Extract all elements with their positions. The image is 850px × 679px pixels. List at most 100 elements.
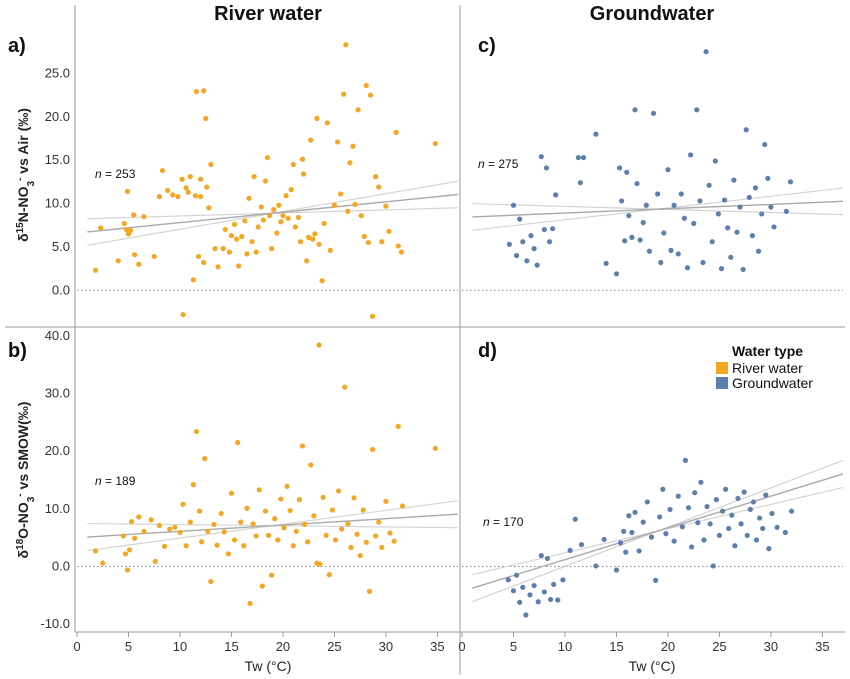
data-point <box>555 597 561 603</box>
data-point <box>175 193 181 200</box>
data-point <box>432 445 438 451</box>
x-axis-title-left: Tw (°C) <box>245 658 292 674</box>
data-point <box>292 224 298 230</box>
data-point <box>148 517 154 523</box>
x-tick-label: 0 <box>73 639 80 654</box>
data-point <box>288 187 294 193</box>
data-point <box>301 521 308 528</box>
data-point <box>704 503 710 510</box>
data-point <box>220 246 226 252</box>
data-point <box>355 107 361 113</box>
sample-size-annotation: n = 253 <box>95 167 136 181</box>
data-point <box>348 544 354 551</box>
data-point <box>679 524 685 530</box>
x-tick-label: 30 <box>764 639 778 654</box>
data-point <box>354 531 360 537</box>
data-point <box>684 265 691 271</box>
data-point <box>619 198 625 204</box>
data-point <box>715 211 722 217</box>
trend-line <box>87 513 459 538</box>
data-point <box>202 456 208 462</box>
data-point <box>710 563 716 569</box>
data-point <box>141 528 147 534</box>
data-point <box>123 226 130 233</box>
data-point <box>197 176 204 182</box>
data-point <box>311 513 317 519</box>
data-point <box>321 220 327 227</box>
data-point <box>120 533 126 539</box>
data-point <box>655 191 661 197</box>
data-point <box>183 543 189 549</box>
data-point <box>246 195 252 201</box>
panel-label: a) <box>8 35 26 57</box>
data-point <box>578 542 585 548</box>
data-point <box>550 226 556 232</box>
data-point <box>323 532 329 538</box>
data-point <box>689 544 695 550</box>
data-point <box>126 547 133 553</box>
data-point <box>703 49 709 55</box>
data-point <box>271 207 277 213</box>
data-point <box>744 532 750 538</box>
column-title-groundwater: Groundwater <box>590 3 715 25</box>
data-point <box>304 258 310 264</box>
data-point <box>768 204 774 210</box>
data-point <box>278 496 284 502</box>
x-tick-label: 10 <box>558 639 572 654</box>
x-tick-label: 25 <box>712 639 726 654</box>
data-point <box>341 91 347 97</box>
data-point <box>195 253 202 260</box>
data-point <box>546 239 553 245</box>
data-point <box>293 528 299 534</box>
data-point <box>274 230 280 236</box>
data-point <box>671 538 677 544</box>
data-point <box>531 246 537 252</box>
data-point <box>718 266 725 272</box>
sample-size-annotation: n = 170 <box>483 515 524 529</box>
data-point <box>520 239 526 245</box>
data-point <box>657 514 663 520</box>
data-point <box>788 508 795 514</box>
data-point <box>399 503 405 509</box>
data-point <box>258 204 264 210</box>
data-point <box>643 202 649 208</box>
data-point <box>214 542 220 548</box>
data-point <box>127 227 134 234</box>
data-point <box>373 174 379 180</box>
data-point <box>366 588 373 594</box>
data-point <box>201 88 207 94</box>
data-point <box>517 599 523 605</box>
data-point <box>284 483 290 489</box>
data-point <box>283 193 289 199</box>
data-point <box>713 497 719 503</box>
data-point <box>765 175 771 181</box>
data-point <box>621 528 627 534</box>
data-point <box>632 509 638 515</box>
data-point <box>726 525 732 532</box>
data-point <box>208 578 214 585</box>
data-point <box>319 278 325 284</box>
data-point <box>379 239 385 245</box>
data-point <box>531 582 537 589</box>
data-point <box>629 529 635 536</box>
data-point <box>695 520 701 526</box>
data-point <box>750 499 757 505</box>
data-point <box>193 428 200 435</box>
data-point <box>249 239 255 245</box>
data-point <box>692 490 698 496</box>
y-axis-label-bottom: δ18O-NO3- vs SMOW(‰) <box>15 402 37 559</box>
legend: Water type River water Groundwater <box>716 343 813 391</box>
x-tick-label: 5 <box>510 639 517 654</box>
data-point <box>575 154 581 161</box>
data-point <box>671 202 677 208</box>
data-point <box>675 493 681 499</box>
data-point <box>228 233 235 239</box>
data-point <box>122 551 128 557</box>
data-point <box>541 226 547 233</box>
data-point <box>124 188 131 194</box>
data-point <box>212 246 218 252</box>
data-point <box>299 156 306 162</box>
data-point <box>732 543 738 549</box>
data-point <box>244 505 250 511</box>
data-point <box>725 225 731 231</box>
